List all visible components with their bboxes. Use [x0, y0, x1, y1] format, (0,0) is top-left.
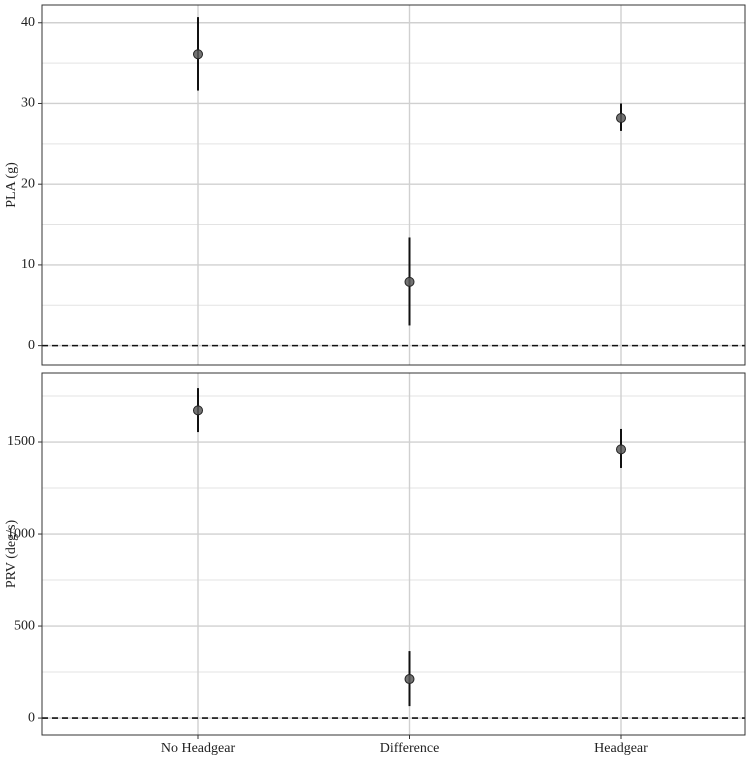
y-tick-label: 20: [21, 176, 35, 191]
y-tick-label: 40: [21, 15, 35, 30]
y-tick-label: 30: [21, 96, 35, 111]
point: [193, 405, 203, 416]
y-tick-label: 0: [28, 338, 35, 353]
panel-border: [41, 372, 746, 736]
panel-border: [41, 4, 746, 366]
point: [616, 113, 626, 124]
x-tick-label: Difference: [380, 741, 440, 756]
point: [404, 674, 415, 685]
y-axis-label: PLA (g): [4, 162, 19, 208]
y-tick-label: 1000: [7, 526, 35, 541]
y-tick-label: 10: [21, 257, 35, 272]
y-axis-label: PRV (deg/s): [4, 520, 19, 589]
point: [404, 276, 415, 287]
point: [193, 49, 203, 60]
x-tick-label: Headgear: [594, 741, 648, 756]
y-tick-label: 1500: [7, 434, 35, 449]
y-tick-label: 0: [28, 710, 35, 725]
point: [616, 444, 626, 455]
y-tick-label: 500: [14, 618, 35, 633]
x-tick-label: No Headgear: [161, 741, 236, 756]
